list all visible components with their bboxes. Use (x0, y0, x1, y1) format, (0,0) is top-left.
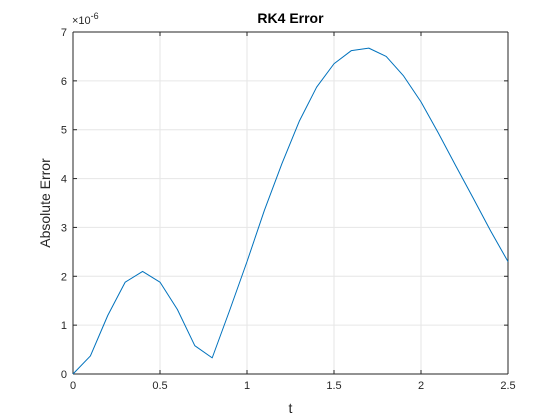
y-tick-label: 1 (61, 320, 67, 332)
y-tick-label: 2 (61, 271, 67, 283)
y-tick-label: 6 (61, 76, 67, 88)
x-tick-label: 2.5 (500, 380, 515, 392)
y-axis-label: Absolute Error (37, 158, 53, 248)
plot-background (73, 32, 508, 374)
y-tick-label: 4 (61, 174, 67, 186)
x-tick-label: 2 (418, 380, 424, 392)
x-tick-label: 1 (244, 380, 250, 392)
x-tick-label: 0 (70, 380, 76, 392)
y-tick-label: 3 (61, 222, 67, 234)
x-tick-label: 1.5 (326, 380, 341, 392)
y-tick-label: 0 (61, 369, 67, 381)
x-tick-label: 0.5 (152, 380, 167, 392)
y-tick-label: 5 (61, 125, 67, 137)
axes (72, 31, 509, 375)
y-tick-label: 7 (61, 27, 67, 39)
series (72, 47, 509, 375)
y-exponent-base: ×10 (72, 15, 91, 27)
y-exponent-power: -6 (91, 11, 99, 21)
y-exponent-label: ×10-6 (72, 11, 99, 27)
chart-title: RK4 Error (257, 10, 324, 26)
ticks: 0 0.5 1 1.5 2 2.5 0 1 2 3 4 5 6 7 (61, 27, 516, 392)
x-axis-label: t (289, 400, 293, 416)
series-line (72, 47, 509, 375)
